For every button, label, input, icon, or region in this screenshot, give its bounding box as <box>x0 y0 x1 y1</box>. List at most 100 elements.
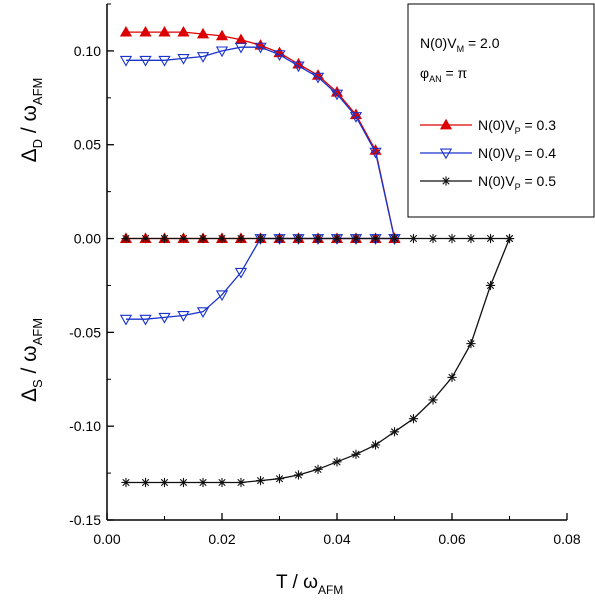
data-point <box>274 233 285 244</box>
y-tick-label: 0.00 <box>74 231 101 247</box>
data-point <box>351 449 361 459</box>
axis-labels: T / ωAFM ΔD / ωAFM ΔS / ωAFM <box>18 78 343 597</box>
data-point <box>177 25 190 37</box>
y-tick-label: 0.10 <box>74 43 101 59</box>
data-point <box>293 470 304 480</box>
data-point <box>447 233 457 244</box>
data-point <box>177 311 190 322</box>
y-tick-label: -0.05 <box>69 324 101 340</box>
asterisk-stroke <box>141 478 150 487</box>
legend-marker <box>439 148 453 160</box>
asterisk-stroke <box>179 234 188 243</box>
data-point <box>178 477 189 488</box>
x-tick-label: 0.08 <box>553 531 580 547</box>
data-point <box>178 233 189 244</box>
x-axis-label: T / ωAFM <box>276 572 343 597</box>
asterisk-stroke <box>371 234 380 243</box>
asterisk-stroke <box>218 234 226 243</box>
data-point <box>254 42 267 54</box>
series-3 <box>121 233 515 488</box>
y-tick-label: -0.15 <box>69 512 101 528</box>
asterisk-stroke <box>122 478 130 487</box>
asterisk-stroke <box>333 234 341 243</box>
data-point <box>389 427 400 437</box>
data-point <box>330 89 344 101</box>
data-point <box>293 233 304 244</box>
y-axis-label-bottom: ΔS / ωAFM <box>18 318 45 402</box>
data-point <box>198 477 208 488</box>
data-point <box>158 25 171 37</box>
asterisk-stroke <box>448 234 456 243</box>
data-point <box>292 61 305 73</box>
y-axis-label-top: ΔD / ωAFM <box>18 78 45 163</box>
axes: 0.00 0.02 0.04 0.06 0.08 -0.15 -0.10 -0.05 0.00 0… <box>69 3 581 547</box>
data-point <box>215 46 229 58</box>
data-point <box>370 233 381 244</box>
asterisk-stroke <box>409 415 418 423</box>
legend-entry-1: N(0)VP = 0.3 <box>420 117 556 136</box>
data-point <box>234 267 248 279</box>
asterisk-stroke <box>314 234 322 243</box>
data-point <box>121 233 131 244</box>
x-tick-label: 0.04 <box>323 531 350 547</box>
asterisk-stroke <box>256 234 265 243</box>
data-point <box>196 52 210 63</box>
asterisk-stroke <box>237 478 245 487</box>
data-point <box>408 233 419 244</box>
data-point <box>370 440 381 450</box>
data-point <box>466 233 476 244</box>
data-point <box>313 233 323 244</box>
x-tick-label: 0.06 <box>438 531 465 547</box>
data-point <box>504 233 515 244</box>
asterisk-stroke <box>294 471 303 479</box>
data-point <box>139 55 152 67</box>
annotation-line-1: N(0)VM = 2.0 <box>420 35 500 54</box>
asterisk-stroke <box>256 476 265 485</box>
asterisk-stroke <box>141 234 150 243</box>
legend-label: N(0)VP = 0.3 <box>478 117 556 136</box>
data-point <box>274 474 285 484</box>
data-point <box>389 233 400 244</box>
asterisk-stroke <box>275 475 284 483</box>
legend-label: N(0)VP = 0.4 <box>478 145 556 164</box>
asterisk-stroke <box>314 465 322 473</box>
data-point <box>140 233 151 244</box>
data-point <box>428 395 438 405</box>
data-point <box>236 477 246 488</box>
data-point <box>198 233 208 244</box>
asterisk-stroke <box>352 450 360 458</box>
asterisk-stroke <box>333 458 341 466</box>
series-line <box>126 46 396 239</box>
data-point <box>369 147 382 159</box>
data-point <box>349 112 363 123</box>
asterisk-stroke <box>275 234 284 243</box>
data-point <box>311 72 325 84</box>
asterisk-stroke <box>486 234 495 243</box>
x-tick-label: 0.00 <box>93 531 120 547</box>
data-point <box>466 339 476 349</box>
asterisk-stroke <box>294 234 303 243</box>
data-point <box>332 457 342 467</box>
asterisk-stroke <box>429 396 437 404</box>
x-tick-label: 0.02 <box>208 531 235 547</box>
asterisk-stroke <box>429 234 437 243</box>
y-tick-label: 0.05 <box>74 137 101 153</box>
asterisk-stroke <box>409 234 418 243</box>
series-layer <box>119 25 515 488</box>
data-point <box>139 314 152 326</box>
series-line <box>126 238 511 484</box>
data-point <box>159 477 170 488</box>
asterisk-stroke <box>371 441 380 449</box>
data-point <box>158 312 171 324</box>
legend-marker <box>439 118 453 130</box>
asterisk-stroke <box>122 234 130 243</box>
asterisk-stroke <box>448 373 456 382</box>
data-point <box>217 233 227 244</box>
asterisk-stroke <box>467 339 475 348</box>
legend-marker <box>441 176 451 186</box>
data-point <box>139 25 152 37</box>
data-point <box>236 233 246 244</box>
data-point <box>217 477 227 488</box>
